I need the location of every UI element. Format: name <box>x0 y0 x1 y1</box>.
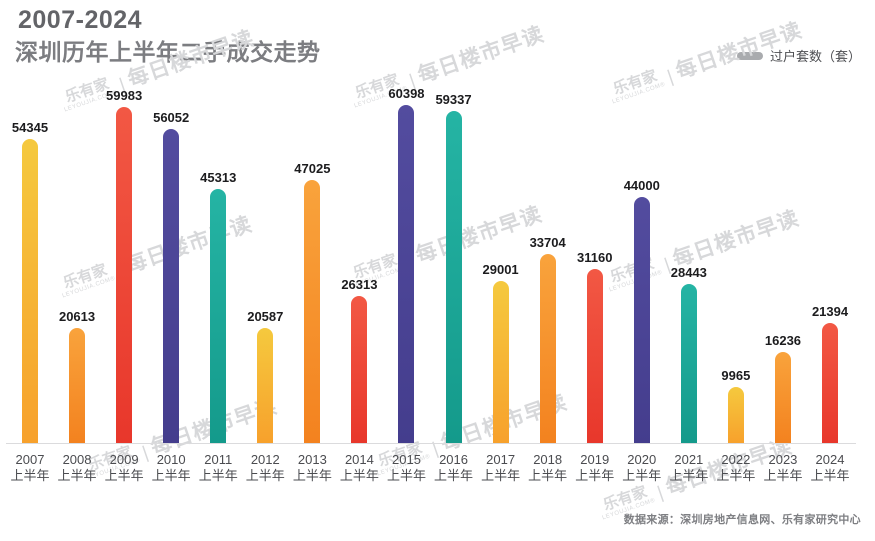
x-axis-half: 上半年 <box>104 468 144 483</box>
bar-2012 <box>257 328 274 443</box>
x-axis-year: 2015 <box>392 452 421 467</box>
x-axis-label: 2010 上半年 <box>141 452 201 484</box>
x-axis-half: 上半年 <box>386 468 426 483</box>
bar-value-label: 26313 <box>341 277 378 292</box>
x-axis-label: 2015 上半年 <box>376 452 436 484</box>
bar-2024 <box>822 323 839 443</box>
x-axis-label: 2008 上半年 <box>47 452 107 484</box>
page-title-subject: 深圳历年上半年二手成交走势 <box>15 39 321 65</box>
bar-2008 <box>69 328 86 443</box>
bar-value-label: 56052 <box>153 110 190 125</box>
x-axis-label: 2023 上半年 <box>753 452 813 484</box>
x-axis-year: 2023 <box>768 452 798 467</box>
bar-value-label: 20587 <box>247 309 284 324</box>
bar-value-label: 20613 <box>58 309 96 324</box>
x-axis-label: 2016 上半年 <box>424 452 484 484</box>
legend: 过户套数（套） <box>736 46 861 65</box>
x-axis-year: 2012 <box>250 452 280 467</box>
bar-value-label: 54345 <box>11 120 49 135</box>
x-axis-label: 2009 上半年 <box>94 452 154 484</box>
x-axis-label: 2014 上半年 <box>329 452 389 484</box>
bar-2019 <box>586 269 603 443</box>
x-axis-year: 2016 <box>439 452 468 467</box>
bar-value-label: 59983 <box>106 88 143 103</box>
x-axis-label: 2020 上半年 <box>612 452 672 484</box>
bar-2021 <box>680 284 697 443</box>
legend-label: 过户套数（套） <box>769 49 861 64</box>
x-axis-half: 上半年 <box>198 468 238 483</box>
bar-value-label: 59337 <box>435 92 472 107</box>
x-axis-label: 2019 上半年 <box>565 452 625 484</box>
x-axis-label: 2024 上半年 <box>800 452 860 484</box>
x-axis-half: 上半年 <box>339 468 379 483</box>
bar-value-label: 21394 <box>811 304 849 319</box>
data-source-note: 数据来源：深圳房地产信息网、乐有家研究中心 <box>623 514 861 526</box>
x-axis-year: 2009 <box>109 452 139 467</box>
bar-value-label: 47025 <box>294 161 331 176</box>
bar-2009 <box>116 107 133 443</box>
bar-value-label: 16236 <box>764 333 802 348</box>
bar-2017 <box>492 281 509 443</box>
x-axis-label: 2022 上半年 <box>706 452 766 484</box>
x-axis-half: 上半年 <box>245 468 285 483</box>
x-axis-year: 2008 <box>62 452 92 467</box>
x-axis-half: 上半年 <box>481 468 521 483</box>
x-axis-year: 2021 <box>674 452 704 467</box>
bar-2023 <box>774 352 791 443</box>
x-axis-year: 2010 <box>156 452 186 467</box>
x-axis-half: 上半年 <box>716 468 756 483</box>
x-axis-label: 2013 上半年 <box>282 452 342 484</box>
x-axis-year: 2018 <box>533 452 563 467</box>
bar-2022 <box>727 387 744 443</box>
x-axis-year: 2011 <box>204 452 233 467</box>
x-axis-year: 2019 <box>580 452 610 467</box>
bar-2015 <box>398 105 415 443</box>
bar-2016 <box>445 111 462 443</box>
bar-2020 <box>633 197 650 443</box>
bar-value-label: 29001 <box>482 262 519 277</box>
x-axis-label: 2017 上半年 <box>471 452 531 484</box>
bar-value-label: 28443 <box>670 265 707 280</box>
x-axis-half: 上半年 <box>10 468 50 483</box>
bar-value-label: 9965 <box>721 368 751 383</box>
bar-2010 <box>163 129 180 443</box>
bar-2014 <box>351 296 368 443</box>
x-axis-baseline <box>6 443 856 444</box>
x-axis-half: 上半年 <box>669 468 709 483</box>
x-axis-year: 2022 <box>721 452 751 467</box>
x-axis-half: 上半年 <box>57 468 97 483</box>
bar-value-label: 44000 <box>623 178 660 193</box>
bar-2007 <box>22 139 38 443</box>
x-axis-half: 上半年 <box>151 468 191 483</box>
x-axis-label: 2011 上半年 <box>188 452 248 484</box>
bar-2011 <box>210 189 227 443</box>
x-axis-year: 2020 <box>627 452 657 467</box>
x-axis-half: 上半年 <box>575 468 615 483</box>
legend-swatch-icon <box>736 51 763 60</box>
bar-2013 <box>304 180 321 443</box>
x-axis-label: 2007 上半年 <box>0 452 60 484</box>
x-axis-half: 上半年 <box>434 468 474 483</box>
x-axis-label: 2012 上半年 <box>235 452 295 484</box>
x-axis-year: 2024 <box>815 452 845 467</box>
bar-2018 <box>539 254 556 443</box>
bar-value-label: 60398 <box>388 86 425 101</box>
x-axis-half: 上半年 <box>810 468 850 483</box>
x-axis-half: 上半年 <box>622 468 662 483</box>
x-axis-year: 2017 <box>486 452 516 467</box>
x-axis-year: 2014 <box>344 452 374 467</box>
x-axis-label: 2021 上半年 <box>659 452 719 484</box>
x-axis-year: 2007 <box>15 452 45 467</box>
x-axis-label: 2018 上半年 <box>518 452 578 484</box>
x-axis-half: 上半年 <box>528 468 568 483</box>
x-axis-year: 2013 <box>297 452 327 467</box>
bar-value-label: 31160 <box>577 250 613 265</box>
bar-value-label: 33704 <box>529 235 566 250</box>
x-axis-half: 上半年 <box>292 468 332 483</box>
bar-value-label: 45313 <box>200 170 237 185</box>
x-axis-half: 上半年 <box>763 468 803 483</box>
page-title-years: 2007-2024 <box>18 6 143 34</box>
